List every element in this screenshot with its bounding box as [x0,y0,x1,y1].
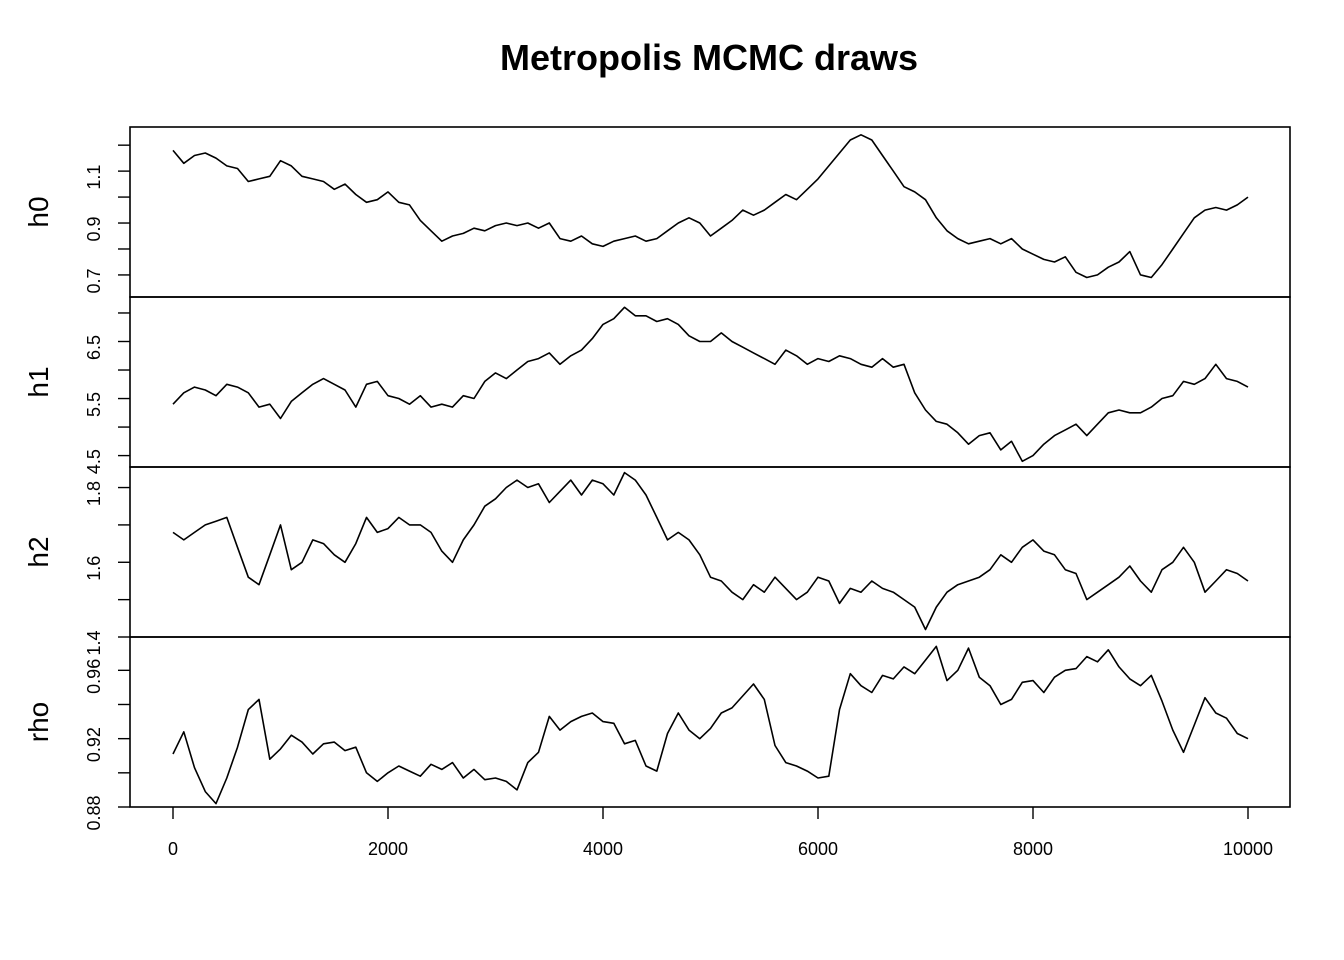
y-tick-label: 0.9 [84,217,104,242]
x-tick-label: 0 [168,839,178,859]
y-tick-label: 4.5 [84,449,104,474]
trace-line-h0 [172,134,1249,279]
y-tick-label: 1.4 [84,630,104,655]
y-axis-label: rho [23,702,54,742]
x-axis: 0 2000 4000 6000 8000 10000 [168,807,1273,859]
y-axis-label: h1 [23,366,54,397]
trace-line-h1 [172,306,1249,463]
y-axis-label: h0 [23,196,54,227]
trace-line-h2 [172,471,1249,631]
y-axis-label: h2 [23,536,54,567]
y-tick-label: 5.5 [84,392,104,417]
y-tick-label: 0.88 [84,795,104,830]
y-tick-label: 0.92 [84,727,104,762]
x-tick-label: 6000 [798,839,838,859]
y-tick-label: 1.6 [84,556,104,581]
x-tick-label: 10000 [1223,839,1273,859]
panel-frame [129,636,1291,808]
y-tick-label: 6.5 [84,335,104,360]
trace-line-rho [172,645,1249,805]
y-tick-label: 1.1 [84,165,104,190]
x-tick-label: 8000 [1013,839,1053,859]
y-tick-label: 1.8 [84,481,104,506]
y-tick-label: 0.96 [84,659,104,694]
x-tick-label: 2000 [368,839,408,859]
chart-title: Metropolis MCMC draws [500,37,918,78]
x-tick-label: 4000 [583,839,623,859]
y-tick-label: 0.7 [84,268,104,293]
panels-layer: 0.7 0.9 1.1 h0 4.5 5.5 6.5 h1 1.4 1.6 1.8 h2 0.88 0.9… [23,126,1291,831]
panel-h2: 1.4 1.6 1.8 h2 [23,466,1291,656]
panel-rho: 0.88 0.92 0.96 rho [23,636,1291,831]
